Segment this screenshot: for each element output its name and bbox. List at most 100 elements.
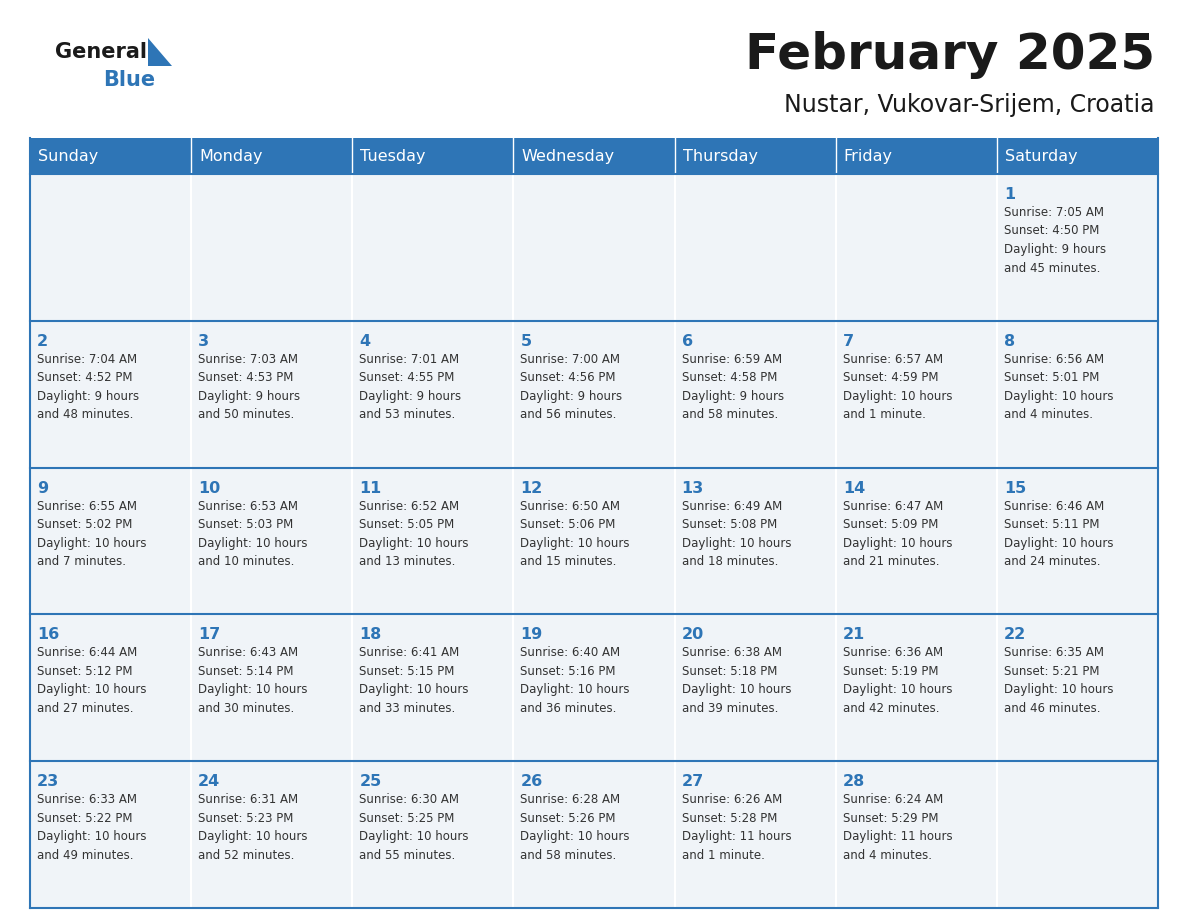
Bar (835, 761, 997, 908)
Text: Sunrise: 6:43 AM
Sunset: 5:14 PM
Daylight: 10 hours
and 30 minutes.: Sunrise: 6:43 AM Sunset: 5:14 PM Dayligh… (198, 646, 308, 715)
Text: Sunrise: 6:40 AM
Sunset: 5:16 PM
Daylight: 10 hours
and 36 minutes.: Sunrise: 6:40 AM Sunset: 5:16 PM Dayligh… (520, 646, 630, 715)
Text: Sunrise: 6:50 AM
Sunset: 5:06 PM
Daylight: 10 hours
and 15 minutes.: Sunrise: 6:50 AM Sunset: 5:06 PM Dayligh… (520, 499, 630, 568)
Text: 10: 10 (198, 481, 221, 496)
Text: Sunrise: 6:52 AM
Sunset: 5:05 PM
Daylight: 10 hours
and 13 minutes.: Sunrise: 6:52 AM Sunset: 5:05 PM Dayligh… (359, 499, 469, 568)
Text: 13: 13 (682, 481, 703, 496)
Bar (835, 320, 997, 467)
Bar (353, 320, 513, 467)
Text: Sunrise: 7:03 AM
Sunset: 4:53 PM
Daylight: 9 hours
and 50 minutes.: Sunrise: 7:03 AM Sunset: 4:53 PM Dayligh… (198, 353, 301, 421)
Text: 21: 21 (842, 627, 865, 643)
Bar (30, 614, 191, 761)
Text: 9: 9 (37, 481, 49, 496)
Bar (997, 174, 1158, 320)
Text: 24: 24 (198, 774, 221, 789)
Bar (675, 174, 835, 320)
Bar (30, 467, 191, 614)
Text: Sunrise: 6:41 AM
Sunset: 5:15 PM
Daylight: 10 hours
and 33 minutes.: Sunrise: 6:41 AM Sunset: 5:15 PM Dayligh… (359, 646, 469, 715)
Text: 25: 25 (359, 774, 381, 789)
Text: Sunrise: 6:35 AM
Sunset: 5:21 PM
Daylight: 10 hours
and 46 minutes.: Sunrise: 6:35 AM Sunset: 5:21 PM Dayligh… (1004, 646, 1113, 715)
Text: 27: 27 (682, 774, 703, 789)
Text: Sunrise: 6:53 AM
Sunset: 5:03 PM
Daylight: 10 hours
and 10 minutes.: Sunrise: 6:53 AM Sunset: 5:03 PM Dayligh… (198, 499, 308, 568)
Text: Sunrise: 6:36 AM
Sunset: 5:19 PM
Daylight: 10 hours
and 42 minutes.: Sunrise: 6:36 AM Sunset: 5:19 PM Dayligh… (842, 646, 953, 715)
Text: Saturday: Saturday (1005, 149, 1078, 163)
Bar (513, 320, 675, 467)
Text: 12: 12 (520, 481, 543, 496)
Bar (191, 761, 353, 908)
Text: Wednesday: Wednesday (522, 149, 614, 163)
Bar (997, 614, 1158, 761)
Bar (835, 174, 997, 320)
Text: Sunrise: 6:38 AM
Sunset: 5:18 PM
Daylight: 10 hours
and 39 minutes.: Sunrise: 6:38 AM Sunset: 5:18 PM Dayligh… (682, 646, 791, 715)
Text: 7: 7 (842, 334, 854, 349)
Text: Sunrise: 7:01 AM
Sunset: 4:55 PM
Daylight: 9 hours
and 53 minutes.: Sunrise: 7:01 AM Sunset: 4:55 PM Dayligh… (359, 353, 461, 421)
Text: 4: 4 (359, 334, 371, 349)
Bar (997, 467, 1158, 614)
Text: Sunrise: 6:47 AM
Sunset: 5:09 PM
Daylight: 10 hours
and 21 minutes.: Sunrise: 6:47 AM Sunset: 5:09 PM Dayligh… (842, 499, 953, 568)
Text: 16: 16 (37, 627, 59, 643)
Text: 28: 28 (842, 774, 865, 789)
Text: Sunrise: 6:59 AM
Sunset: 4:58 PM
Daylight: 9 hours
and 58 minutes.: Sunrise: 6:59 AM Sunset: 4:58 PM Dayligh… (682, 353, 784, 421)
Bar (675, 467, 835, 614)
Bar (997, 320, 1158, 467)
Text: 22: 22 (1004, 627, 1026, 643)
Text: Sunrise: 6:46 AM
Sunset: 5:11 PM
Daylight: 10 hours
and 24 minutes.: Sunrise: 6:46 AM Sunset: 5:11 PM Dayligh… (1004, 499, 1113, 568)
Bar (513, 138, 675, 174)
Bar (30, 761, 191, 908)
Bar (835, 138, 997, 174)
Bar (835, 614, 997, 761)
Text: February 2025: February 2025 (745, 31, 1155, 79)
Text: 19: 19 (520, 627, 543, 643)
Text: 8: 8 (1004, 334, 1015, 349)
Text: Sunrise: 6:30 AM
Sunset: 5:25 PM
Daylight: 10 hours
and 55 minutes.: Sunrise: 6:30 AM Sunset: 5:25 PM Dayligh… (359, 793, 469, 862)
Bar (513, 467, 675, 614)
Bar (675, 614, 835, 761)
Text: Sunrise: 6:33 AM
Sunset: 5:22 PM
Daylight: 10 hours
and 49 minutes.: Sunrise: 6:33 AM Sunset: 5:22 PM Dayligh… (37, 793, 146, 862)
Text: Sunrise: 6:55 AM
Sunset: 5:02 PM
Daylight: 10 hours
and 7 minutes.: Sunrise: 6:55 AM Sunset: 5:02 PM Dayligh… (37, 499, 146, 568)
Bar (353, 467, 513, 614)
Bar (675, 320, 835, 467)
Bar (191, 614, 353, 761)
Bar (30, 320, 191, 467)
Polygon shape (148, 38, 172, 66)
Bar (675, 138, 835, 174)
Text: 15: 15 (1004, 481, 1026, 496)
Bar (353, 174, 513, 320)
Bar (513, 761, 675, 908)
Bar (675, 761, 835, 908)
Text: Sunrise: 6:44 AM
Sunset: 5:12 PM
Daylight: 10 hours
and 27 minutes.: Sunrise: 6:44 AM Sunset: 5:12 PM Dayligh… (37, 646, 146, 715)
Text: Nustar, Vukovar-Srijem, Croatia: Nustar, Vukovar-Srijem, Croatia (784, 93, 1155, 117)
Text: Sunrise: 7:05 AM
Sunset: 4:50 PM
Daylight: 9 hours
and 45 minutes.: Sunrise: 7:05 AM Sunset: 4:50 PM Dayligh… (1004, 206, 1106, 274)
Bar (997, 761, 1158, 908)
Text: Sunrise: 6:28 AM
Sunset: 5:26 PM
Daylight: 10 hours
and 58 minutes.: Sunrise: 6:28 AM Sunset: 5:26 PM Dayligh… (520, 793, 630, 862)
Bar (191, 174, 353, 320)
Bar (997, 138, 1158, 174)
Bar (191, 467, 353, 614)
Bar (30, 174, 191, 320)
Text: Sunrise: 7:04 AM
Sunset: 4:52 PM
Daylight: 9 hours
and 48 minutes.: Sunrise: 7:04 AM Sunset: 4:52 PM Dayligh… (37, 353, 139, 421)
Text: Sunrise: 6:31 AM
Sunset: 5:23 PM
Daylight: 10 hours
and 52 minutes.: Sunrise: 6:31 AM Sunset: 5:23 PM Dayligh… (198, 793, 308, 862)
Bar (191, 320, 353, 467)
Text: 11: 11 (359, 481, 381, 496)
Text: 26: 26 (520, 774, 543, 789)
Bar (353, 138, 513, 174)
Bar (513, 174, 675, 320)
Bar (835, 467, 997, 614)
Bar (513, 614, 675, 761)
Text: 23: 23 (37, 774, 59, 789)
Text: Sunday: Sunday (38, 149, 99, 163)
Text: Blue: Blue (103, 70, 156, 90)
Text: Sunrise: 7:00 AM
Sunset: 4:56 PM
Daylight: 9 hours
and 56 minutes.: Sunrise: 7:00 AM Sunset: 4:56 PM Dayligh… (520, 353, 623, 421)
Text: Sunrise: 6:24 AM
Sunset: 5:29 PM
Daylight: 11 hours
and 4 minutes.: Sunrise: 6:24 AM Sunset: 5:29 PM Dayligh… (842, 793, 953, 862)
Text: Tuesday: Tuesday (360, 149, 425, 163)
Text: 17: 17 (198, 627, 221, 643)
Text: 1: 1 (1004, 187, 1015, 202)
Text: Sunrise: 6:26 AM
Sunset: 5:28 PM
Daylight: 11 hours
and 1 minute.: Sunrise: 6:26 AM Sunset: 5:28 PM Dayligh… (682, 793, 791, 862)
Text: 6: 6 (682, 334, 693, 349)
Text: General: General (55, 42, 147, 62)
Text: Sunrise: 6:57 AM
Sunset: 4:59 PM
Daylight: 10 hours
and 1 minute.: Sunrise: 6:57 AM Sunset: 4:59 PM Dayligh… (842, 353, 953, 421)
Text: Monday: Monday (200, 149, 263, 163)
Bar (191, 138, 353, 174)
Text: 2: 2 (37, 334, 49, 349)
Bar (353, 761, 513, 908)
Text: 14: 14 (842, 481, 865, 496)
